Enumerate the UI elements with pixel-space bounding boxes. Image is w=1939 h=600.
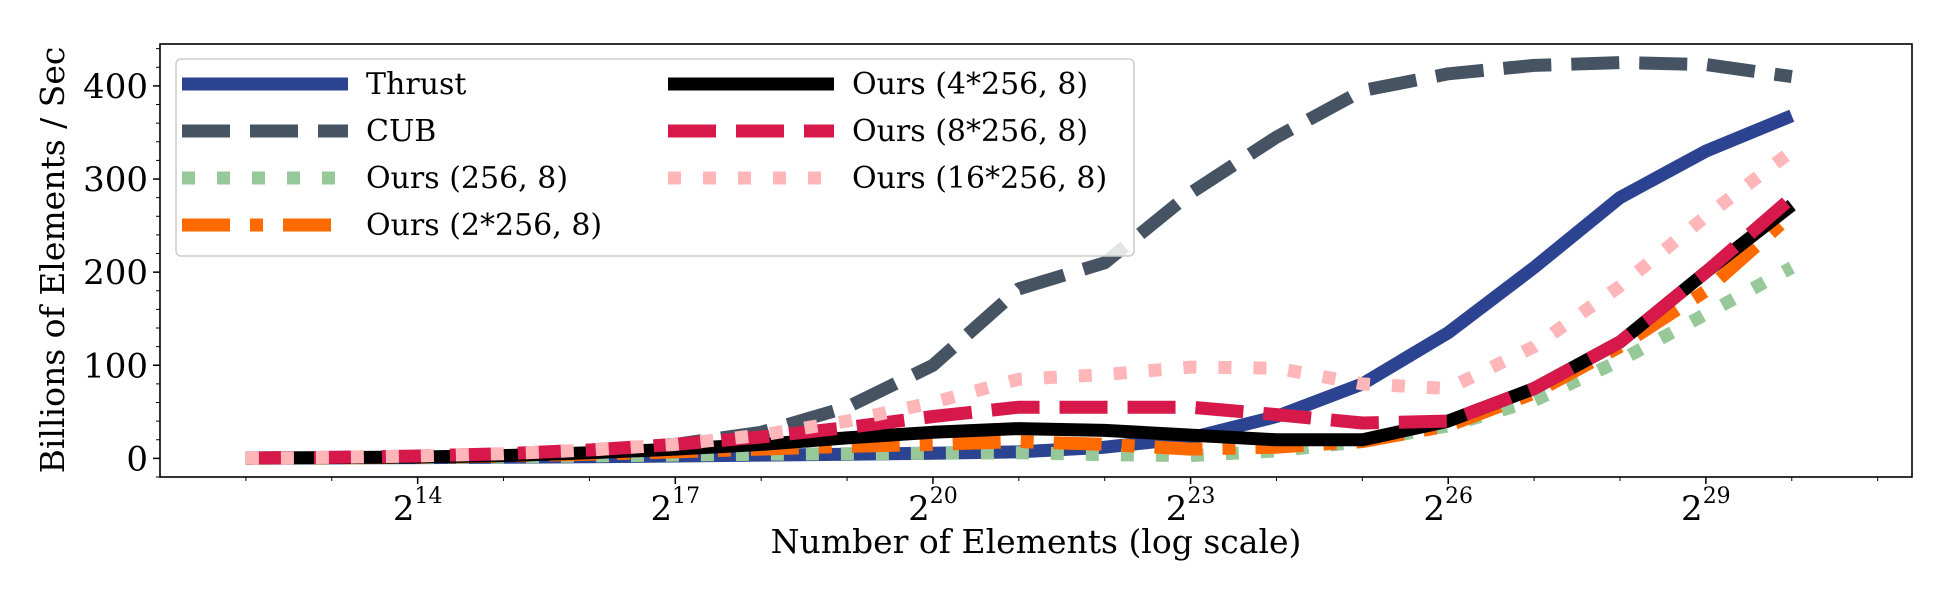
y-tick-label: 300 bbox=[83, 160, 148, 200]
series-layer bbox=[245, 56, 1797, 465]
plot-frame bbox=[159, 43, 1913, 478]
legend-label-ours-16-256-8: Ours (16*256, 8) bbox=[852, 161, 1107, 196]
legend-label-cub: CUB bbox=[366, 114, 436, 149]
legend-label-ours-2-256-8: Ours (2*256, 8) bbox=[366, 208, 602, 243]
y-axis-label: Billions of Elements / Sec bbox=[33, 47, 72, 474]
y-tick-label: 200 bbox=[83, 253, 148, 293]
series-line-ours-8-256-8 bbox=[245, 192, 1797, 465]
x-tick-label: 226 bbox=[1423, 484, 1473, 529]
y-tick-label: 100 bbox=[83, 346, 148, 386]
x-tick-label: 229 bbox=[1681, 484, 1731, 529]
x-tick-label: 217 bbox=[650, 484, 700, 529]
legend-label-ours-8-256-8: Ours (8*256, 8) bbox=[852, 114, 1088, 149]
legend-label-thrust: Thrust bbox=[366, 67, 466, 102]
legend-label-ours-256-8: Ours (256, 8) bbox=[366, 161, 568, 196]
series-line-cub bbox=[245, 56, 1793, 465]
x-axis: 214 217 220 223 226 229 bbox=[245, 477, 1879, 529]
series-line-ours-16-256-8 bbox=[245, 145, 1796, 465]
legend-frame bbox=[175, 58, 1135, 257]
y-tick-label: 0 bbox=[126, 439, 148, 479]
legend-label-ours-4-256-8: Ours (4*256, 8) bbox=[852, 67, 1088, 102]
x-tick-label: 220 bbox=[908, 484, 958, 529]
x-tick-label: 214 bbox=[393, 484, 443, 529]
x-tick-label: 223 bbox=[1166, 484, 1216, 529]
y-tick-label: 400 bbox=[83, 67, 148, 107]
x-axis-label: Number of Elements (log scale) bbox=[771, 522, 1302, 561]
y-axis: 0 100 200 300 400 bbox=[83, 48, 160, 479]
legend-entries: Thrust CUB Ours (256, 8) Ours (2*256, 8) Our… bbox=[182, 67, 1107, 243]
legend: Thrust CUB Ours (256, 8) Ours (2*256, 8) Our… bbox=[175, 58, 1135, 257]
